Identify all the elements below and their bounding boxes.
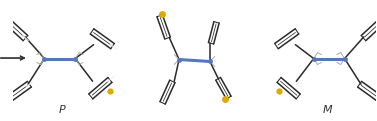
Text: M: M bbox=[322, 105, 332, 115]
Text: P: P bbox=[58, 105, 65, 115]
